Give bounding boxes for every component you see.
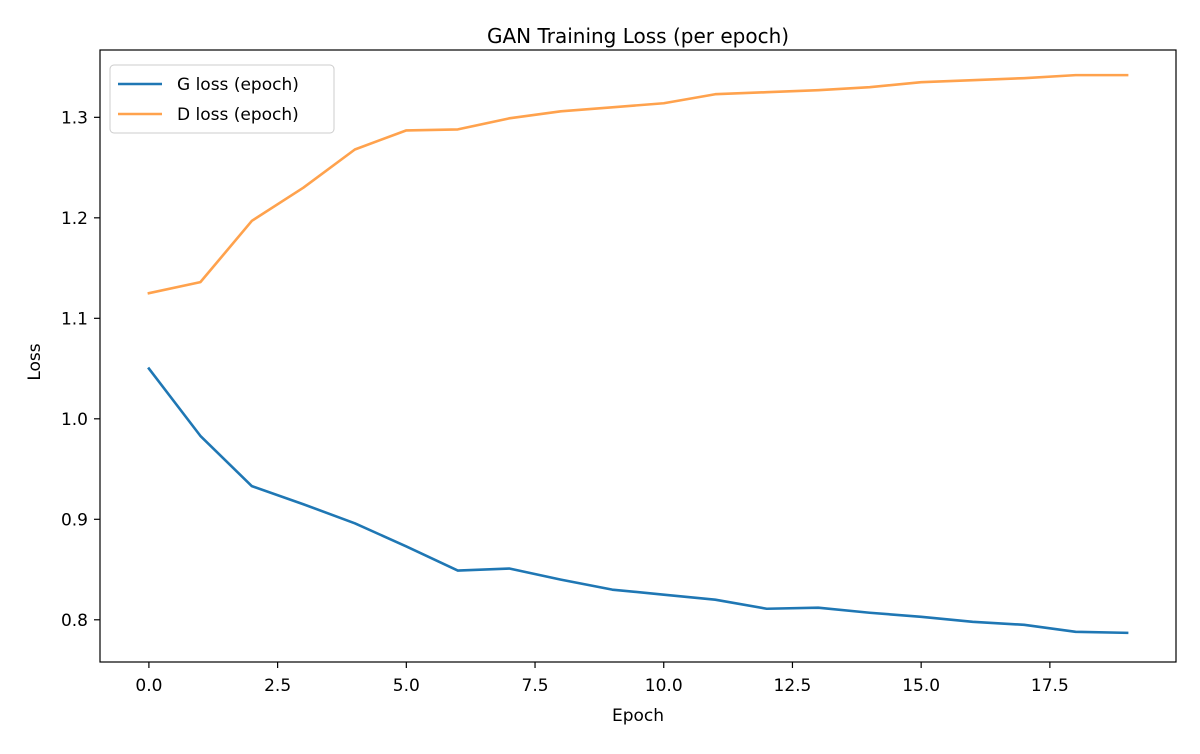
x-axis-label: Epoch	[612, 706, 664, 726]
series-line-g-loss	[147, 366, 1129, 635]
y-tick-label: 1.1	[61, 309, 88, 329]
x-tick-label: 2.5	[264, 676, 291, 696]
x-tick-label: 0.0	[135, 676, 162, 696]
x-tick-label: 12.5	[774, 676, 812, 696]
legend: G loss (epoch) D loss (epoch)	[109, 64, 335, 134]
x-tick-label: 17.5	[1031, 676, 1069, 696]
chart-title: GAN Training Loss (per epoch)	[487, 24, 789, 48]
series-line-d-loss	[147, 73, 1129, 295]
legend-label: D loss (epoch)	[177, 105, 299, 125]
y-tick-label: 1.2	[61, 209, 88, 229]
x-tick-label: 10.0	[645, 676, 683, 696]
legend-box	[109, 64, 335, 134]
y-tick-label: 1.0	[61, 410, 88, 430]
y-axis-label: Loss	[25, 343, 45, 380]
plot-area: 0.0 2.5 5.0 7.5 10.0 12.5 15.0 17.5 0.8 0.9 1.0 1.1…	[61, 49, 1177, 696]
y-tick-label: 0.9	[61, 510, 88, 530]
x-tick-label: 5.0	[393, 676, 420, 696]
x-tick-label: 7.5	[522, 676, 549, 696]
legend-label: G loss (epoch)	[177, 75, 299, 95]
y-tick-label: 0.8	[61, 611, 88, 631]
axes-frame	[99, 49, 1177, 663]
y-tick-label: 1.3	[61, 108, 88, 128]
x-tick-label: 15.0	[902, 676, 940, 696]
